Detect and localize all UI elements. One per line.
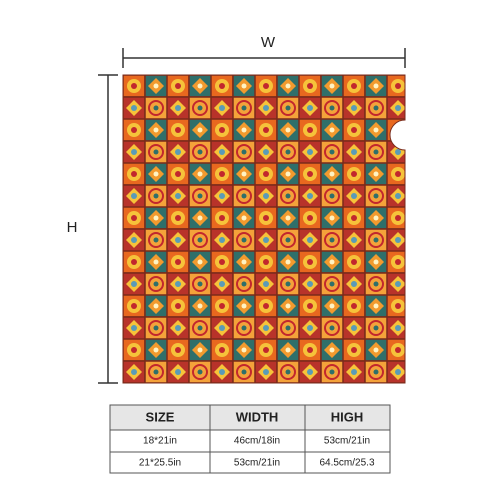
table-cell: 53cm/21in [324,436,370,447]
table-header-bg [110,405,390,430]
table-cell: 21*25.5in [139,458,181,469]
table-header: HIGH [331,409,364,424]
size-table: SIZE WIDTH HIGH 18*21in 46cm/18in 53cm/2… [109,404,391,474]
table-cell: 64.5cm/25.3 [319,458,374,469]
height-label: H [67,219,78,236]
width-dimension [122,48,406,68]
mailbox-cover [122,74,406,384]
width-label: W [261,34,276,51]
table-cell: 46cm/18in [234,436,280,447]
table-cell: 53cm/21in [234,458,280,469]
height-dimension [98,74,118,384]
table-header: WIDTH [236,409,279,424]
table-cell: 18*21in [143,436,177,447]
table-header: SIZE [146,409,175,424]
